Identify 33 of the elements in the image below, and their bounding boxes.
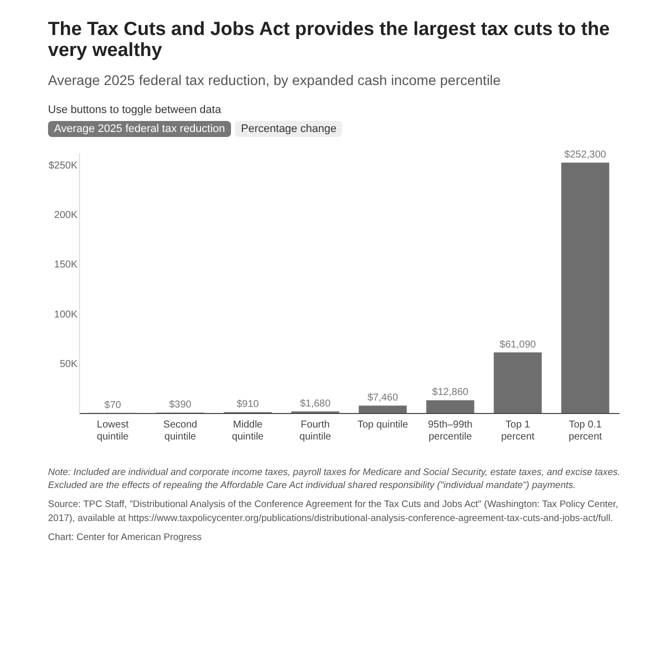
y-tick-label: $250K: [48, 160, 78, 172]
bar: [426, 400, 474, 413]
chart-subtitle: Average 2025 federal tax reduction, by expanded cash income percentile: [48, 72, 502, 88]
x-tick-label: 95th–99th percentile: [428, 419, 472, 442]
x-tick-label: Second quintile: [163, 419, 198, 442]
x-tick-label: Fourth quintile: [299, 419, 332, 442]
data-label: $252,300: [564, 149, 607, 160]
data-label: $61,090: [500, 339, 536, 350]
bar: [494, 352, 542, 413]
data-label: $1,680: [300, 398, 331, 410]
text: Chart: Center for American Progress: [48, 530, 203, 544]
toggle-button: Percentage change: [235, 120, 342, 137]
source-note: Source: TPC Staff, "Distributional Analysis of the Conference Agreement for the Tax Cuts and Jobs Act" (Washington: Tax Policy Center, 2017), available at https://www.taxpolicycenter.org/publications/distributional-analysis-conference-agreement-tax-cuts-and-jobs-act/full.: [48, 498, 620, 525]
y-tick-label: 50K: [60, 358, 78, 370]
data-label: $12,860: [432, 387, 469, 398]
y-tick-label: 200K: [54, 210, 78, 221]
text: Use buttons to toggle between data: [48, 104, 222, 116]
data-label: $70: [104, 400, 122, 411]
x-tick-label: Top quintile: [357, 419, 408, 430]
x-tick-label: Middle quintile: [232, 419, 264, 442]
bar: [561, 162, 610, 413]
text: Note: Included are individual and corporate income taxes, payroll taxes for Medicare and Social Security, estate taxes, and excise taxes. Excluded are the effects of repealing the Affordable Care Act individual shared responsibility ("individual mandate") payments.: [48, 466, 622, 492]
x-tick-label: Lowest quintile: [96, 419, 130, 442]
data-label: $7,460: [367, 392, 398, 404]
y-tick-label: 150K: [54, 259, 78, 270]
x-tick-label: Top 1 percent: [501, 419, 535, 442]
toggle-button-active: Average 2025 federal tax reduction: [48, 120, 232, 137]
data-label: $910: [236, 398, 260, 410]
y-tick-label: 100K: [54, 309, 78, 320]
chart-title: The Tax Cuts and Jobs Act provides the largest tax cuts to the very wealthy: [48, 19, 611, 62]
x-tick-label: Top 0.1 percent: [568, 419, 602, 442]
bar: [358, 405, 407, 413]
data-label: $390: [169, 399, 192, 410]
